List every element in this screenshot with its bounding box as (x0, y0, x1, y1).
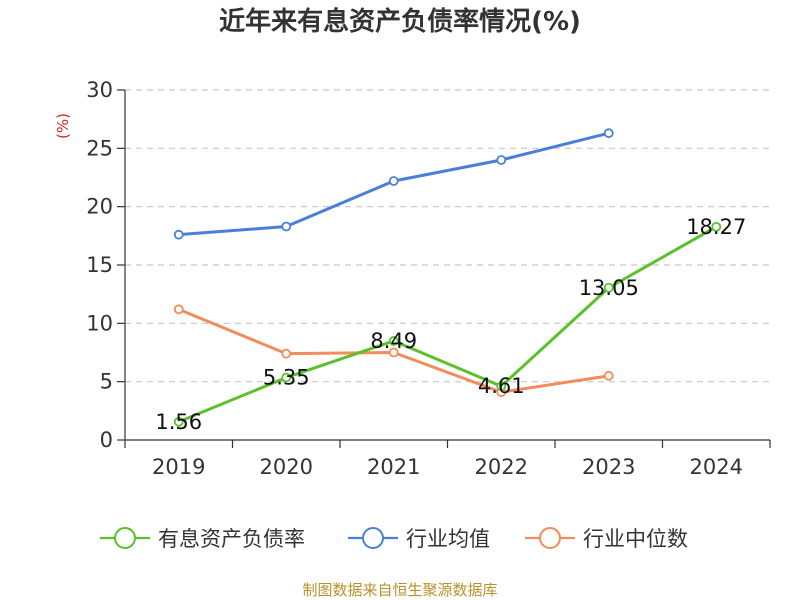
data-label: 8.49 (370, 329, 417, 353)
data-point (281, 221, 292, 232)
data-point (603, 128, 614, 139)
data-point (603, 282, 614, 293)
legend-marker (114, 527, 136, 549)
grid-lines (125, 89, 770, 383)
y-tick-label: 5 (100, 370, 113, 394)
series-line (178, 225, 717, 424)
data-point (711, 221, 722, 232)
data-point (388, 347, 399, 358)
data-point (173, 304, 184, 315)
legend-marker (539, 527, 561, 549)
legend-label: 有息资产负债率 (158, 527, 305, 551)
data-point (281, 348, 292, 359)
data-label: 5.35 (263, 366, 310, 390)
data-label: 13.05 (579, 276, 639, 300)
data-point (173, 416, 184, 427)
x-tick-label: 2023 (582, 455, 635, 479)
legend-marker (362, 527, 384, 549)
y-tick-label: 25 (86, 136, 113, 160)
data-point (388, 336, 399, 346)
chart-title: 近年来有息资产负债率情况(%) (219, 6, 581, 37)
x-tick-label: 2019 (152, 455, 205, 479)
legend-label: 行业中位数 (583, 527, 688, 551)
y-tick-label: 20 (86, 195, 113, 219)
data-label: 18.27 (686, 215, 746, 239)
x-tick-label: 2024 (690, 455, 743, 479)
data-point (496, 381, 507, 392)
y-tick-label: 15 (86, 253, 113, 277)
y-tick-label: 10 (86, 311, 113, 335)
series-lines (173, 128, 722, 427)
data-point (496, 155, 507, 165)
axes: 0 5 10 15 20 25 30 2019 2020 2021 2022 2023 2024 (86, 78, 771, 479)
data-point (281, 372, 292, 383)
data-label: 4.61 (478, 374, 525, 398)
data-point (173, 229, 184, 240)
legend: 有息资产负债率 行业均值 行业中位数 (100, 527, 688, 551)
y-axis-label: (%) (54, 113, 72, 139)
data-label: 1.56 (155, 410, 202, 434)
x-tick-label: 2022 (475, 455, 528, 479)
y-tick-label: 30 (86, 78, 113, 102)
source-footer: 制图数据来自恒生聚源数据库 (302, 581, 497, 599)
data-point (603, 370, 614, 381)
data-labels: 1.56 5.35 8.49 4.61 13.05 18.27 (155, 215, 746, 434)
x-tick-label: 2020 (260, 455, 313, 479)
legend-label: 行业均值 (406, 527, 490, 551)
data-point (388, 176, 399, 186)
x-tick-label: 2021 (367, 455, 420, 479)
y-tick-label: 0 (100, 428, 113, 452)
